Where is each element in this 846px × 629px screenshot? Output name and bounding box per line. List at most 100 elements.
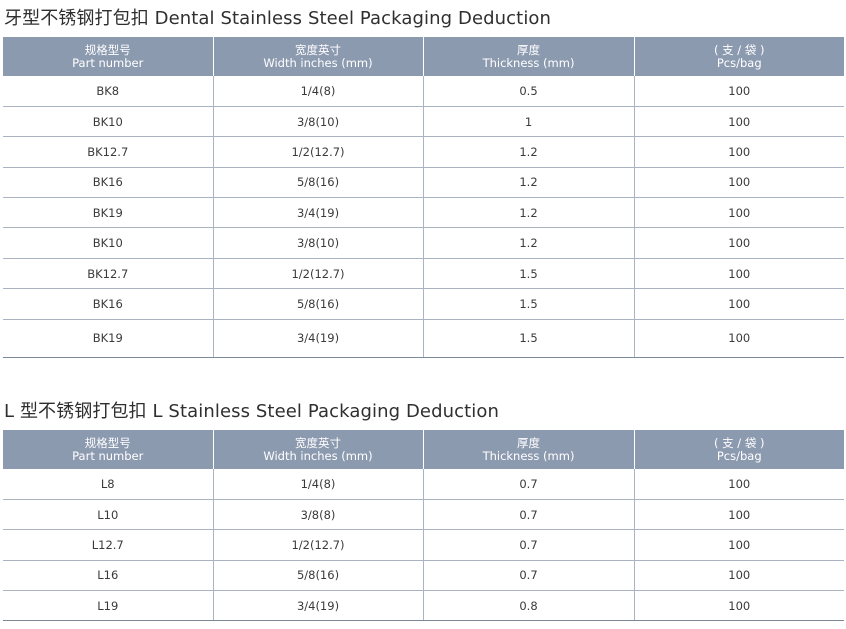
cell-width: 1/4(8) [212, 469, 423, 500]
cell-thickness: 1.2 [422, 227, 634, 259]
dental-spec-table: 规格型号 Part number 宽度英寸 Width inches (mm) … [3, 37, 844, 358]
table-row: BK10 3/8(10) 1 100 [3, 106, 844, 138]
header-label-en: Part number [72, 448, 144, 463]
cell-thickness: 1 [422, 106, 634, 138]
header-label-en: Thickness (mm) [482, 55, 575, 70]
cell-pcs-bag: 100 [633, 560, 844, 592]
header-pcs-bag: ( 支 / 袋 ) Pcs/bag [633, 37, 844, 76]
cell-pcs-bag: 100 [633, 227, 844, 259]
header-label-zh: 厚度 [517, 42, 540, 57]
table-header: 规格型号 Part number 宽度英寸 Width inches (mm) … [3, 430, 844, 469]
header-part-number: 规格型号 Part number [3, 430, 213, 469]
cell-pcs-bag: 100 [633, 167, 844, 199]
section-title-l-type: L 型不锈钢打包扣 L Stainless Steel Packaging De… [4, 401, 499, 422]
cell-width: 5/8(16) [212, 167, 423, 199]
cell-pcs-bag: 100 [633, 76, 844, 107]
table-row: BK16 5/8(16) 1.2 100 [3, 167, 844, 199]
cell-thickness: 1.2 [422, 136, 634, 168]
header-label-zh: 宽度英寸 [295, 435, 341, 450]
table-row: L16 5/8(16) 0.7 100 [3, 560, 844, 592]
section-title-dental: 牙型不锈钢打包扣 Dental Stainless Steel Packagin… [4, 8, 552, 29]
cell-thickness: 0.7 [422, 560, 634, 592]
header-pcs-bag: ( 支 / 袋 ) Pcs/bag [633, 430, 844, 469]
table-row: BK12.7 1/2(12.7) 1.2 100 [3, 136, 844, 168]
cell-part-number: BK8 [3, 76, 213, 107]
cell-part-number: BK10 [3, 106, 213, 138]
table-row: BK19 3/4(19) 1.5 100 [3, 319, 844, 358]
table-row: L19 3/4(19) 0.8 100 [3, 590, 844, 622]
cell-pcs-bag: 100 [633, 319, 844, 358]
cell-thickness: 1.5 [422, 258, 634, 290]
cell-thickness: 1.5 [422, 319, 634, 358]
cell-part-number: BK10 [3, 227, 213, 259]
cell-pcs-bag: 100 [633, 499, 844, 531]
cell-pcs-bag: 100 [633, 106, 844, 138]
header-width: 宽度英寸 Width inches (mm) [212, 430, 423, 469]
cell-part-number: BK19 [3, 197, 213, 229]
cell-pcs-bag: 100 [633, 529, 844, 561]
cell-part-number: L10 [3, 499, 213, 531]
cell-part-number: BK19 [3, 319, 213, 358]
cell-thickness: 1.2 [422, 197, 634, 229]
cell-width: 5/8(16) [212, 560, 423, 592]
cell-part-number: BK16 [3, 288, 213, 320]
cell-width: 3/8(10) [212, 227, 423, 259]
cell-thickness: 0.7 [422, 469, 634, 500]
table-row: BK8 1/4(8) 0.5 100 [3, 76, 844, 107]
cell-pcs-bag: 100 [633, 258, 844, 290]
header-label-zh: 规格型号 [84, 42, 131, 57]
cell-thickness: 0.7 [422, 529, 634, 561]
table-row: L10 3/8(8) 0.7 100 [3, 499, 844, 531]
cell-part-number: L19 [3, 590, 213, 622]
cell-pcs-bag: 100 [633, 469, 844, 500]
cell-thickness: 1.5 [422, 288, 634, 320]
header-label-zh: 规格型号 [84, 435, 131, 450]
header-label-en: Pcs/bag [716, 448, 762, 463]
cell-thickness: 0.7 [422, 499, 634, 531]
cell-thickness: 0.8 [422, 590, 634, 622]
header-width: 宽度英寸 Width inches (mm) [212, 37, 423, 76]
table-row: BK10 3/8(10) 1.2 100 [3, 227, 844, 259]
cell-width: 3/4(19) [212, 197, 423, 229]
cell-width: 1/2(12.7) [212, 136, 423, 168]
cell-pcs-bag: 100 [633, 288, 844, 320]
cell-pcs-bag: 100 [633, 136, 844, 168]
header-label-en: Width inches (mm) [263, 448, 373, 463]
cell-thickness: 1.2 [422, 167, 634, 199]
header-label-zh: ( 支 / 袋 ) [714, 42, 765, 57]
cell-part-number: BK16 [3, 167, 213, 199]
header-label-en: Width inches (mm) [263, 55, 373, 70]
cell-part-number: L8 [3, 469, 213, 500]
header-thickness: 厚度 Thickness (mm) [422, 430, 634, 469]
cell-width: 1/2(12.7) [212, 529, 423, 561]
table-row: BK12.7 1/2(12.7) 1.5 100 [3, 258, 844, 290]
table-header: 规格型号 Part number 宽度英寸 Width inches (mm) … [3, 37, 844, 76]
l-type-spec-table: 规格型号 Part number 宽度英寸 Width inches (mm) … [3, 430, 844, 622]
cell-width: 3/4(19) [212, 590, 423, 622]
cell-width: 3/8(10) [212, 106, 423, 138]
header-label-zh: 宽度英寸 [295, 42, 341, 57]
cell-width: 5/8(16) [212, 288, 423, 320]
header-label-zh: 厚度 [517, 435, 540, 450]
cell-width: 1/2(12.7) [212, 258, 423, 290]
cell-part-number: L12.7 [3, 529, 213, 561]
cell-pcs-bag: 100 [633, 197, 844, 229]
table-row: L8 1/4(8) 0.7 100 [3, 469, 844, 500]
table-row: BK16 5/8(16) 1.5 100 [3, 288, 844, 320]
header-thickness: 厚度 Thickness (mm) [422, 37, 634, 76]
header-label-en: Thickness (mm) [482, 448, 575, 463]
header-label-en: Pcs/bag [716, 55, 762, 70]
cell-width: 3/4(19) [212, 319, 423, 358]
header-label-en: Part number [72, 55, 144, 70]
header-label-zh: ( 支 / 袋 ) [714, 435, 765, 450]
cell-part-number: L16 [3, 560, 213, 592]
cell-part-number: BK12.7 [3, 136, 213, 168]
header-part-number: 规格型号 Part number [3, 37, 213, 76]
cell-pcs-bag: 100 [633, 590, 844, 622]
cell-part-number: BK12.7 [3, 258, 213, 290]
cell-thickness: 0.5 [422, 76, 634, 107]
cell-width: 1/4(8) [212, 76, 423, 107]
table-row: BK19 3/4(19) 1.2 100 [3, 197, 844, 229]
table-row: L12.7 1/2(12.7) 0.7 100 [3, 529, 844, 561]
cell-width: 3/8(8) [212, 499, 423, 531]
